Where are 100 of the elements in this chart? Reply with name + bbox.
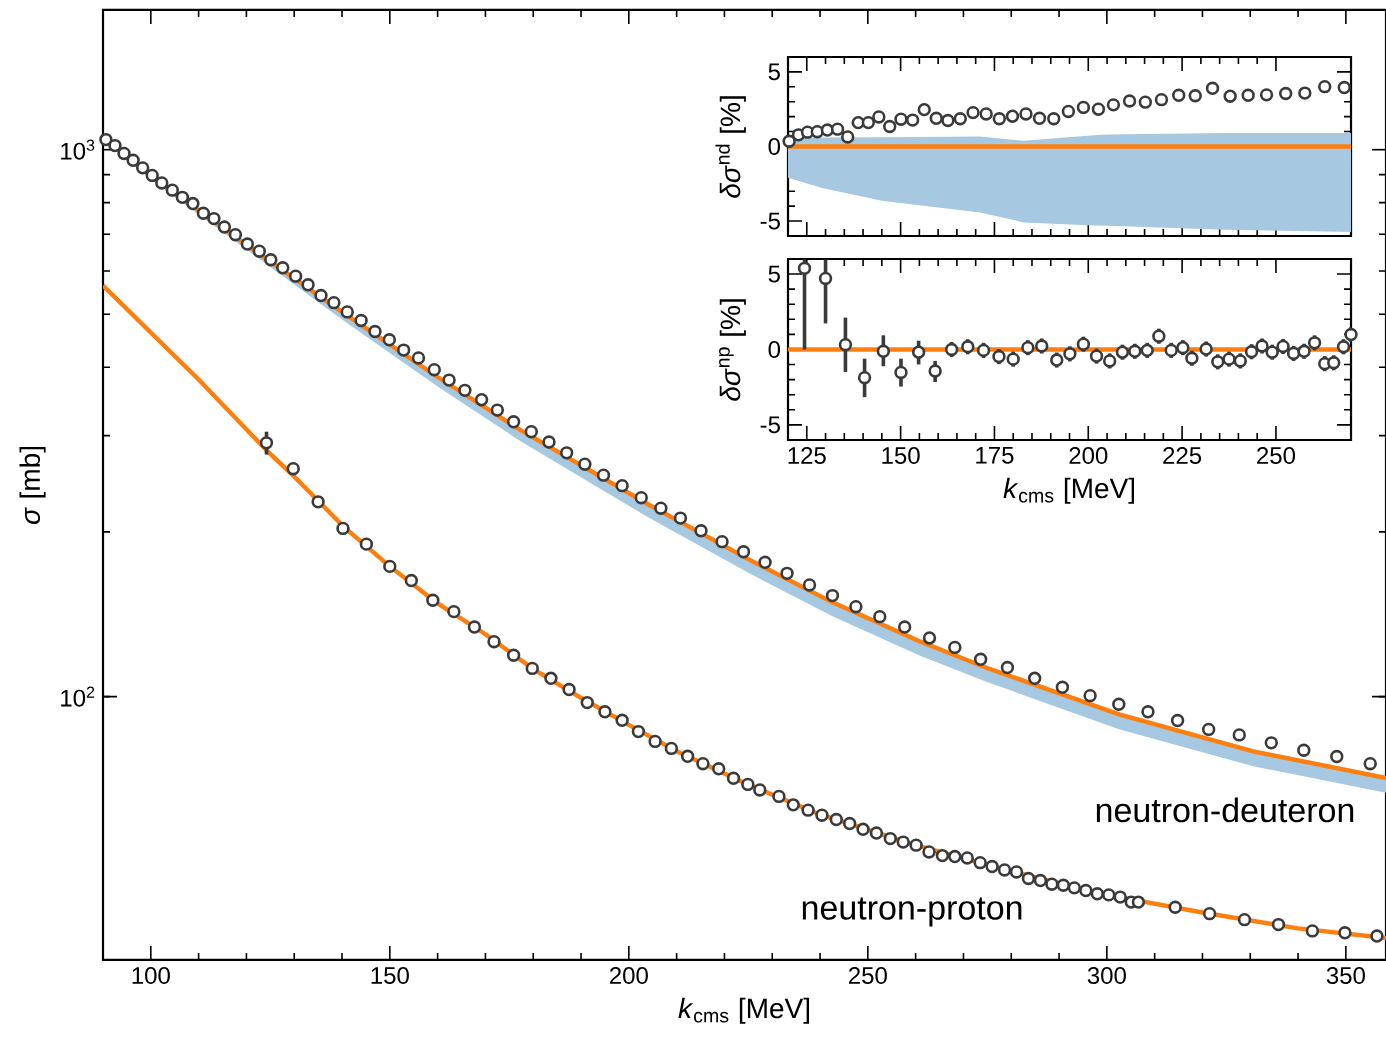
point [966, 105, 980, 120]
x-tick-label: 150 [882, 447, 920, 465]
point [1222, 352, 1236, 366]
point [782, 134, 796, 148]
annotation: neutron-proton [802, 897, 1022, 927]
point [1063, 347, 1077, 361]
x-tick-label: 150 [371, 967, 409, 985]
point [820, 123, 835, 137]
point [1233, 354, 1247, 368]
point [1176, 340, 1190, 355]
point [992, 112, 1007, 126]
point [1286, 346, 1301, 361]
point [976, 343, 991, 358]
point [1021, 340, 1035, 355]
x-tick-label: 300 [1087, 967, 1126, 985]
point [830, 122, 845, 136]
point [1091, 102, 1106, 116]
point [1185, 351, 1199, 365]
annotation: neutron-deuteron [1096, 797, 1354, 823]
point [1164, 343, 1178, 358]
point [979, 107, 993, 121]
point [1259, 88, 1274, 102]
y-tick-label: 0 [768, 137, 781, 155]
x-tick-label: 125 [788, 447, 826, 465]
x-tick-label: 225 [1163, 447, 1202, 465]
point [1298, 86, 1312, 100]
point [1035, 339, 1049, 353]
point [905, 113, 920, 127]
point [883, 119, 897, 134]
point [840, 130, 855, 144]
x-tick-label: 100 [132, 967, 170, 985]
point [961, 340, 975, 354]
point [941, 113, 955, 128]
point [1276, 339, 1290, 354]
point [1318, 79, 1332, 94]
y-tick-label: 5 [768, 63, 780, 81]
x-tick-label: 200 [610, 967, 648, 985]
point [1199, 342, 1213, 356]
point [894, 112, 908, 126]
point [1327, 356, 1341, 370]
point [838, 337, 853, 352]
point [1307, 336, 1322, 350]
point [1172, 88, 1186, 103]
point [1297, 344, 1311, 358]
y-axis-title: σ [mb] [19, 446, 46, 525]
point [1115, 345, 1130, 359]
y-tick-label: 10$^{3}$ [61, 139, 95, 160]
point [1265, 345, 1279, 359]
y-axis-title: δσ$^{nd}$ [%] [715, 96, 746, 198]
point [1241, 88, 1255, 103]
point [1138, 95, 1153, 109]
point [1152, 329, 1166, 343]
line-series [103, 283, 1386, 941]
y-tick-label: -5 [760, 212, 780, 230]
x-axis-title: k$_{cms}$ [MeV] [678, 997, 810, 1024]
x-tick-label: 350 [1326, 967, 1365, 985]
point [861, 115, 876, 130]
point [872, 110, 886, 124]
point [876, 344, 891, 358]
point [1128, 344, 1142, 358]
point [1102, 354, 1117, 368]
point [1076, 337, 1091, 351]
x-tick-label: 200 [1069, 447, 1108, 465]
x-tick-label: 250 [849, 967, 887, 985]
point [818, 271, 833, 286]
point [1089, 349, 1104, 363]
point [1211, 355, 1225, 369]
point [917, 102, 931, 117]
y-tick-label: 0 [768, 340, 781, 358]
point [1047, 112, 1061, 126]
point [1154, 92, 1169, 107]
point [1255, 339, 1269, 353]
point [1061, 104, 1076, 119]
point [1005, 109, 1020, 123]
point [1106, 98, 1121, 112]
y-tick-label: 5 [768, 265, 780, 283]
y-tick-label: 10$^{2}$ [61, 686, 95, 707]
point [1188, 89, 1202, 103]
point [1244, 345, 1259, 359]
point [1050, 353, 1064, 367]
point [992, 349, 1006, 364]
point [857, 370, 872, 385]
point [1140, 343, 1154, 358]
y-axis-title: δσ$^{np}$ [%] [719, 299, 746, 401]
point [810, 125, 824, 139]
point [944, 342, 959, 357]
point [928, 364, 942, 378]
point [1223, 89, 1237, 103]
point [929, 111, 943, 125]
point [1205, 81, 1220, 95]
point [894, 365, 908, 380]
point [911, 345, 926, 359]
x-axis-title: k$_{cms}$ [MeV] [1003, 477, 1135, 504]
point [953, 112, 967, 126]
point [1006, 352, 1020, 366]
x-tick-label: 175 [976, 447, 1014, 464]
y-tick-label: -5 [760, 416, 780, 434]
point [1032, 111, 1047, 125]
x-tick-label: 250 [1257, 447, 1296, 465]
point [1279, 86, 1293, 101]
